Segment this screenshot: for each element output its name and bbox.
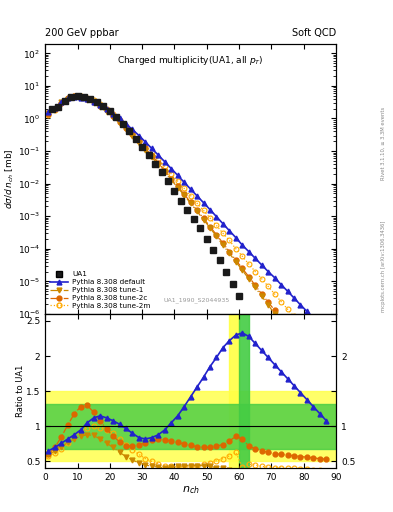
Text: Soft QCD: Soft QCD bbox=[292, 28, 336, 38]
Legend: UA1, Pythia 8.308 default, Pythia 8.308 tune-1, Pythia 8.308 tune-2c, Pythia 8.3: UA1, Pythia 8.308 default, Pythia 8.308 … bbox=[49, 270, 152, 310]
Text: mcplots.cern.ch [arXiv:1306.3436]: mcplots.cern.ch [arXiv:1306.3436] bbox=[381, 221, 386, 312]
Text: 200 GeV ppbar: 200 GeV ppbar bbox=[45, 28, 119, 38]
Text: UA1_1990_S2044935: UA1_1990_S2044935 bbox=[163, 297, 230, 303]
Text: Charged multiplicity(UA1, all $p_T$): Charged multiplicity(UA1, all $p_T$) bbox=[117, 54, 264, 68]
Bar bbox=[45, 404, 336, 449]
Y-axis label: $d\sigma/d\,n_{ch}$ [mb]: $d\sigma/d\,n_{ch}$ [mb] bbox=[4, 148, 17, 209]
Y-axis label: Ratio to UA1: Ratio to UA1 bbox=[16, 365, 25, 417]
Bar bbox=[45, 391, 336, 461]
Bar bbox=[239, 314, 249, 468]
Bar bbox=[230, 314, 239, 468]
X-axis label: $n_{ch}$: $n_{ch}$ bbox=[182, 484, 200, 496]
Text: Rivet 3.1.10, ≥ 3.3M events: Rivet 3.1.10, ≥ 3.3M events bbox=[381, 106, 386, 180]
